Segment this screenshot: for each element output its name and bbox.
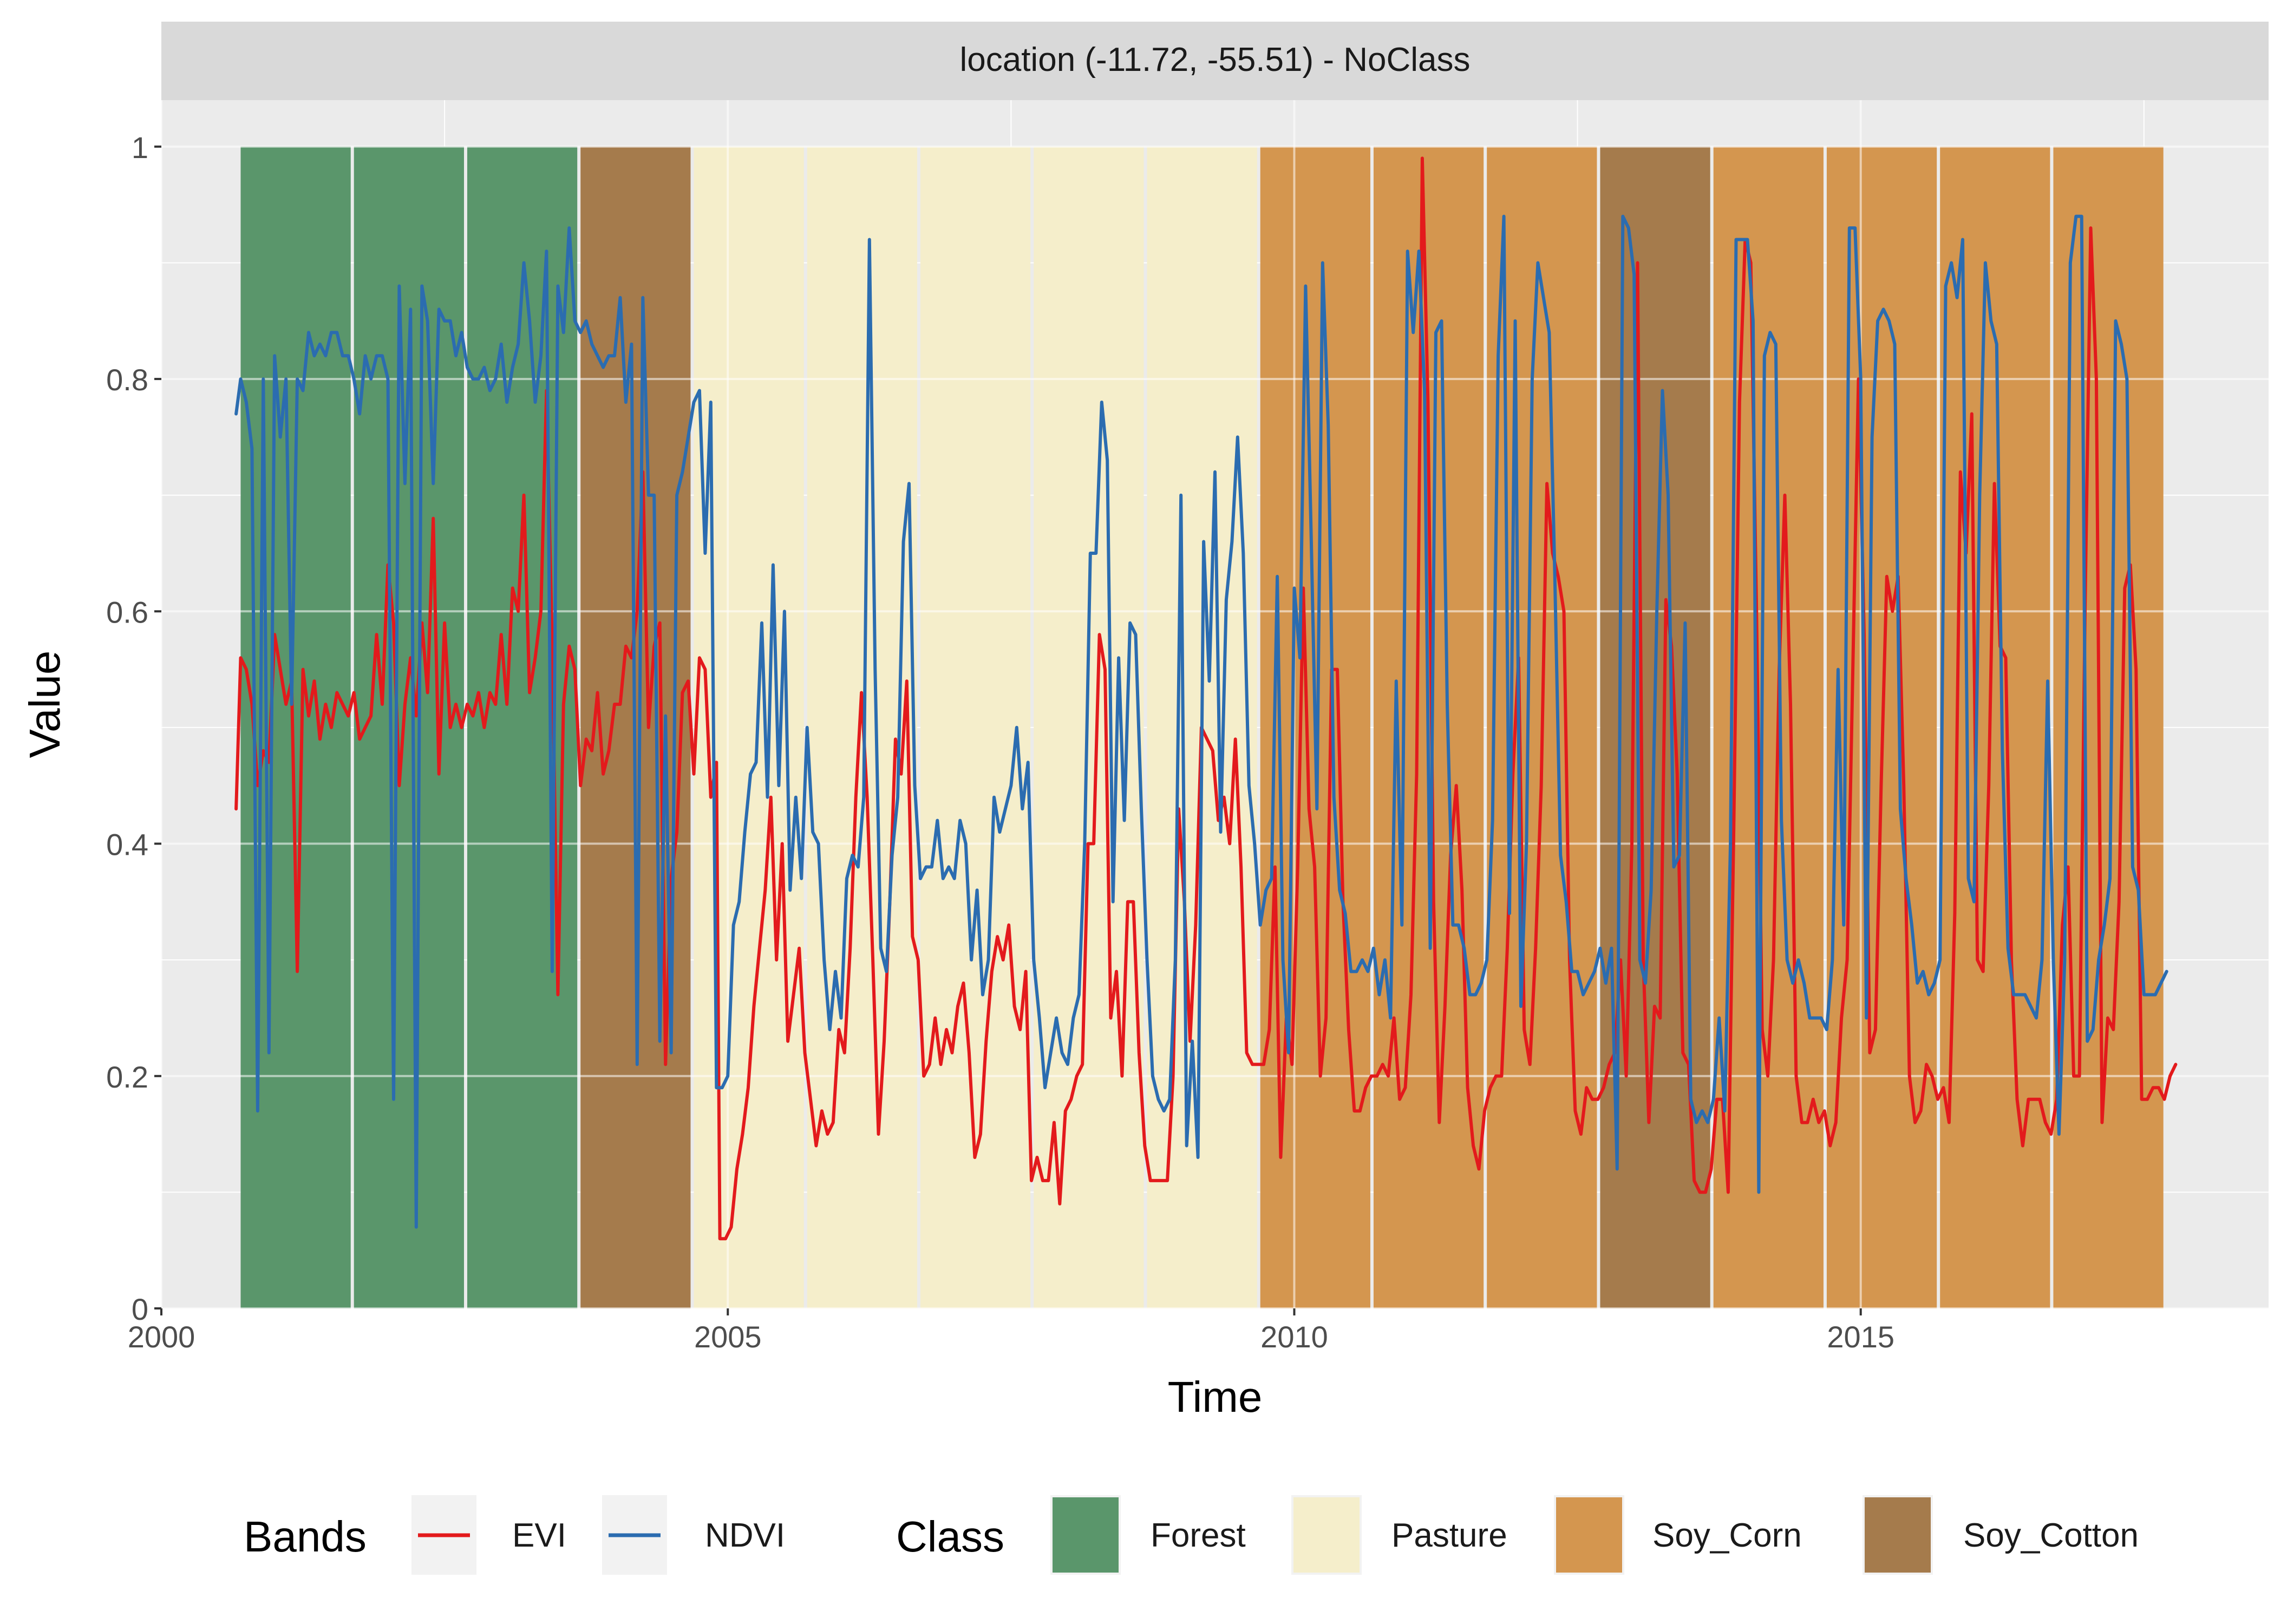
x-tick-label: 2000 bbox=[128, 1320, 195, 1354]
legend-item-ndvi: NDVI bbox=[602, 1495, 785, 1575]
legend-item-forest: Forest bbox=[1050, 1495, 1246, 1575]
legend-item-evi: EVI bbox=[411, 1495, 566, 1575]
legend-swatch-forest bbox=[1053, 1497, 1119, 1573]
bands-legend-title: Bands bbox=[244, 1512, 367, 1561]
legend-swatch-soy-corn bbox=[1556, 1497, 1622, 1573]
y-axis: 0 0.2 0.4 0.6 0.8 1 bbox=[106, 130, 161, 1326]
x-tick-label: 2010 bbox=[1260, 1320, 1328, 1354]
series-line-evi bbox=[234, 156, 2178, 1241]
facet-strip-title: location (-11.72, -55.51) - NoClass bbox=[959, 41, 1470, 78]
series-line-ndvi bbox=[234, 214, 2168, 1229]
legend-label-pasture: Pasture bbox=[1391, 1517, 1507, 1554]
y-tick-label: 0.6 bbox=[106, 595, 148, 629]
y-tick-label: 0.8 bbox=[106, 363, 148, 397]
x-tick-label: 2015 bbox=[1827, 1320, 1894, 1354]
x-axis: 2000 2005 2010 2015 bbox=[128, 1308, 1894, 1354]
class-band-forest-1 bbox=[240, 146, 351, 1308]
x-axis-title: Time bbox=[1168, 1373, 1263, 1421]
y-axis-title: Value bbox=[21, 651, 69, 758]
y-tick-label: 1 bbox=[132, 130, 148, 165]
class-legend-title: Class bbox=[896, 1512, 1004, 1561]
legend-label-forest: Forest bbox=[1151, 1517, 1246, 1554]
x-tick-label: 2005 bbox=[694, 1320, 762, 1354]
series-lines bbox=[234, 156, 2178, 1241]
class-band-pasture-7 bbox=[920, 146, 1031, 1308]
y-tick-label: 0 bbox=[132, 1292, 148, 1326]
class-band-soy-corn-17 bbox=[2053, 146, 2164, 1308]
legend-label-soy-cotton: Soy_Cotton bbox=[1963, 1517, 2139, 1554]
legend-swatch-pasture bbox=[1293, 1497, 1360, 1573]
legend-item-soy-cotton: Soy_Cotton bbox=[1863, 1495, 2139, 1575]
legend-label-ndvi: NDVI bbox=[705, 1517, 785, 1554]
legend-item-pasture: Pasture bbox=[1291, 1495, 1507, 1575]
legend-label-soy-corn: Soy_Corn bbox=[1652, 1517, 1802, 1554]
legend: Bands EVI NDVI Class Forest Pasture Soy_… bbox=[244, 1495, 2139, 1575]
legend-swatch-soy-cotton bbox=[1865, 1497, 1931, 1573]
legend-label-evi: EVI bbox=[512, 1517, 566, 1554]
y-tick-label: 0.4 bbox=[106, 828, 148, 862]
legend-item-soy-corn: Soy_Corn bbox=[1554, 1495, 1802, 1575]
facet-strip bbox=[161, 22, 2269, 100]
y-tick-label: 0.2 bbox=[106, 1060, 148, 1094]
